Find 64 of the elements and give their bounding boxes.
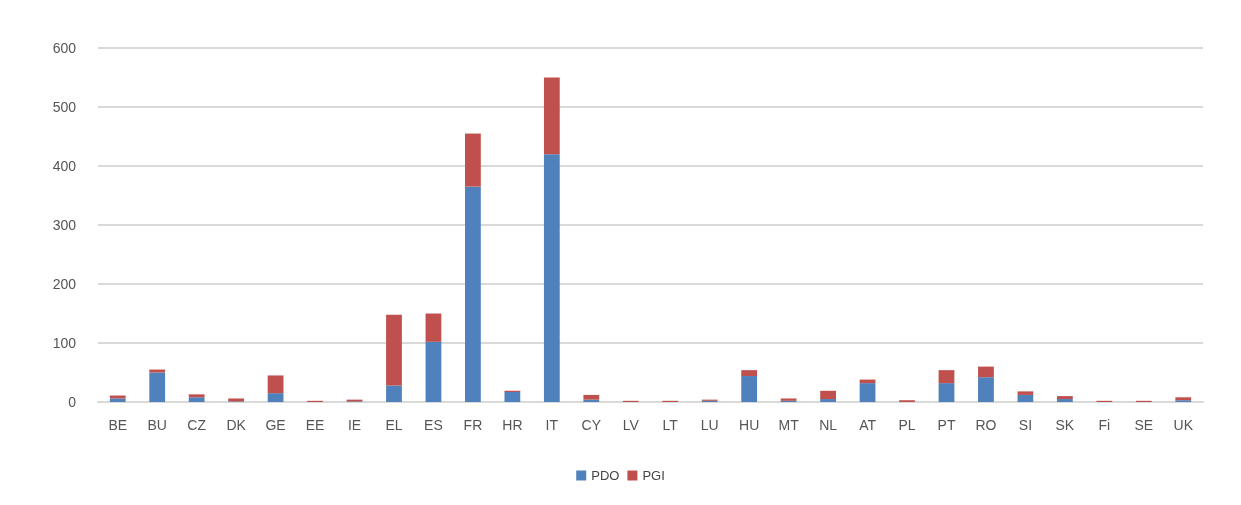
bar (859, 383, 876, 402)
bar (938, 383, 955, 402)
bar (425, 341, 442, 402)
x-tick-label: PT (937, 417, 956, 433)
x-tick-label: UK (1173, 417, 1194, 433)
x-tick-label: BU (147, 417, 167, 433)
x-tick-label: HU (739, 417, 760, 433)
bar (386, 314, 402, 386)
x-tick-label: RO (975, 417, 997, 433)
bar (386, 385, 402, 402)
x-tick-label: LU (700, 417, 719, 433)
x-tick-label: LV (622, 417, 640, 433)
bar (978, 366, 994, 378)
x-tick-label: BE (108, 417, 128, 433)
x-tick-label: SE (1134, 417, 1154, 433)
bar (267, 393, 284, 402)
bar (741, 376, 758, 402)
x-tick-label: SI (1018, 417, 1033, 433)
y-tick-label: 100 (52, 335, 77, 351)
bar (741, 370, 758, 377)
bar (938, 370, 955, 384)
x-tick-label: GE (265, 417, 286, 433)
x-tick-label: NL (819, 417, 838, 433)
legend-label: PGI (642, 468, 665, 483)
x-tick-label: EE (305, 417, 325, 433)
bar (188, 394, 205, 398)
y-tick-label: 0 (68, 394, 77, 410)
x-tick-label: IE (347, 417, 362, 433)
x-tick-label: ES (424, 417, 443, 433)
bar (543, 154, 560, 402)
bar (267, 375, 284, 394)
y-tick-label: 200 (52, 276, 77, 292)
bar (149, 372, 166, 402)
x-tick-label: FR (463, 417, 483, 433)
bar (1017, 394, 1034, 402)
x-tick-label: CZ (187, 417, 207, 433)
x-tick-label: Fi (1098, 417, 1111, 433)
x-tick-label: DK (226, 417, 247, 433)
legend-label: PDO (591, 468, 620, 483)
bar (1017, 391, 1034, 395)
y-tick-label: 600 (52, 40, 77, 56)
bar (465, 186, 481, 402)
x-tick-label: MT (778, 417, 800, 433)
x-tick-label: AT (859, 417, 877, 433)
bar (149, 369, 166, 373)
bar (820, 399, 836, 402)
bar (543, 77, 560, 155)
bar (188, 397, 205, 402)
x-tick-label: HR (502, 417, 523, 433)
x-tick-label: PL (898, 417, 916, 433)
bar (425, 313, 442, 342)
y-tick-label: 300 (52, 217, 77, 233)
x-tick-label: EL (385, 417, 403, 433)
x-tick-label: LT (662, 417, 679, 433)
x-tick-label: SK (1055, 417, 1075, 433)
y-tick-label: 400 (52, 158, 77, 174)
bar (820, 390, 836, 400)
bar (465, 133, 481, 187)
x-tick-label: CY (581, 417, 602, 433)
bar (978, 377, 994, 402)
x-tick-label: IT (545, 417, 559, 433)
bar (504, 391, 521, 402)
bar (583, 394, 600, 400)
y-tick-label: 500 (52, 99, 77, 115)
